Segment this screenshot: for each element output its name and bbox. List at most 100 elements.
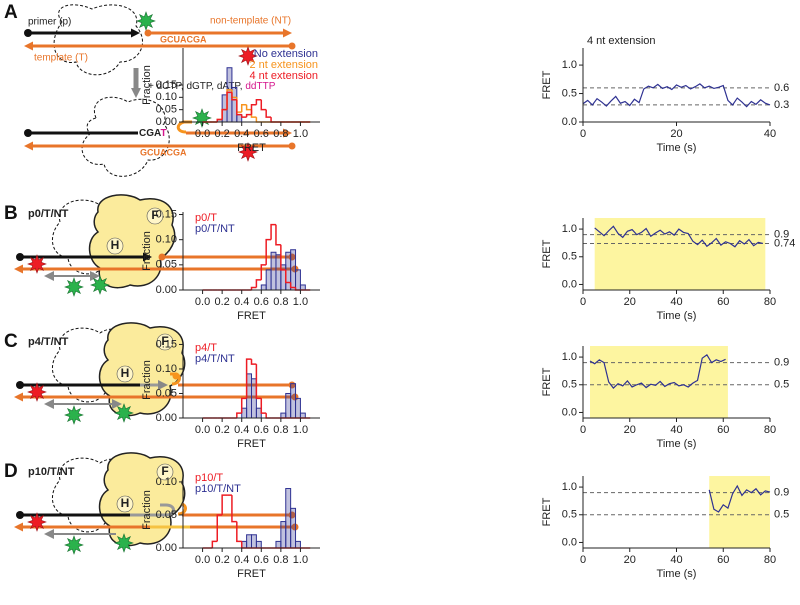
x-tick-label: 80 xyxy=(764,296,776,308)
bar xyxy=(265,269,272,291)
y-tick-label: 0.5 xyxy=(562,379,577,391)
histogram-step xyxy=(250,286,257,290)
y-tick-label: 1.0 xyxy=(562,59,577,71)
histogram-step xyxy=(250,359,257,365)
bar xyxy=(290,383,297,419)
domain-label: F xyxy=(161,464,168,478)
reference-label: 0.3 xyxy=(774,99,789,111)
panel-label: A xyxy=(4,2,18,23)
histogram-step xyxy=(245,113,252,118)
trace xyxy=(589,353,726,389)
schematic-b: B p0/T/NT F H xyxy=(4,194,299,297)
strand-end xyxy=(24,129,32,137)
strand-end xyxy=(16,511,24,519)
histogram-step xyxy=(221,494,228,515)
schematic-c: C p4/T/NT F H xyxy=(4,322,299,425)
x-tick-label: 0 xyxy=(580,554,586,566)
histogram-step xyxy=(280,244,286,271)
y-tick-label: 0.00 xyxy=(156,116,177,128)
x-tick-label: 1.0 xyxy=(293,128,308,140)
strand-end xyxy=(291,265,299,273)
histogram-step xyxy=(226,91,232,110)
x-tick-label: 0.4 xyxy=(234,296,249,308)
x-tick-label: 40 xyxy=(764,128,776,140)
histogram-step xyxy=(270,117,276,123)
sequence: GCUACGA xyxy=(160,34,207,44)
domain xyxy=(146,207,164,225)
y-axis-label: Fraction xyxy=(141,65,153,105)
x-axis-label: FRET xyxy=(237,310,266,322)
x-tick-label: 40 xyxy=(670,424,682,436)
construct-label: p0/T/NT xyxy=(28,208,69,220)
histogram-step xyxy=(260,99,267,111)
x-tick-label: 1.0 xyxy=(293,296,308,308)
y-tick-label: 0.5 xyxy=(562,87,577,99)
y-axis-label: FRET xyxy=(541,70,553,99)
donor-dye xyxy=(64,535,84,555)
y-tick-label: 0.10 xyxy=(156,234,177,246)
donor-dye xyxy=(114,533,134,553)
nucleotide-list: + dCTP, dGTP, dATP, xyxy=(148,81,243,92)
y-axis-label: Fraction xyxy=(141,360,153,400)
x-tick-label: 60 xyxy=(717,296,729,308)
histogram-step xyxy=(289,282,296,289)
bar xyxy=(290,507,297,549)
non-template-label: non-template (NT) xyxy=(210,16,291,27)
polymerase-outline xyxy=(53,4,143,76)
histogram-step xyxy=(236,99,242,116)
domain xyxy=(106,237,124,255)
y-tick-label: 0.0 xyxy=(562,116,577,128)
y-tick-label: 0.10 xyxy=(156,91,177,103)
strand-end xyxy=(24,29,32,37)
strand-end xyxy=(172,372,180,380)
donor-dye xyxy=(114,403,134,423)
strand-end xyxy=(291,523,299,531)
bar xyxy=(280,521,287,549)
trace xyxy=(594,225,764,248)
y-tick-label: 0.00 xyxy=(156,284,177,296)
x-tick-label: 0.2 xyxy=(214,128,229,140)
x-tick-label: 20 xyxy=(624,554,636,566)
histogram-step xyxy=(270,223,276,240)
acceptor-dye xyxy=(27,254,47,274)
x-tick-label: 1.0 xyxy=(293,424,308,436)
x-axis-label: Time (s) xyxy=(657,142,697,154)
legend-entry: p4/T xyxy=(195,342,217,354)
x-tick-label: 0.0 xyxy=(195,128,210,140)
y-tick-label: 0.0 xyxy=(562,278,577,290)
donor-dye xyxy=(90,275,110,295)
acceptor-dye xyxy=(27,382,47,402)
domain xyxy=(156,463,174,481)
incorporated: CGA xyxy=(139,128,161,139)
histogram-step xyxy=(255,364,262,400)
construct-label: p10/T/NT xyxy=(28,466,75,478)
x-tick-label: 0.4 xyxy=(234,554,249,566)
histogram-step xyxy=(231,495,237,523)
strand-end xyxy=(16,381,24,389)
histogram-step xyxy=(240,397,247,414)
reference-label: 0.9 xyxy=(774,229,789,241)
panel-label: C xyxy=(4,331,18,352)
x-tick-label: 0 xyxy=(580,424,586,436)
y-tick-label: 0.5 xyxy=(562,509,577,521)
donor-dye xyxy=(64,277,84,297)
schematic-d: D p10/T/NT F H xyxy=(4,452,299,555)
bar xyxy=(275,540,282,549)
histogram-step xyxy=(250,103,257,115)
x-tick-label: 0.8 xyxy=(273,424,288,436)
x-tick-label: 0.4 xyxy=(234,128,249,140)
donor-dye xyxy=(192,108,212,128)
strand-end xyxy=(288,142,296,150)
x-tick-label: 80 xyxy=(764,424,776,436)
legend-entry: 4 nt extension xyxy=(250,70,319,82)
domain-label: H xyxy=(121,496,130,510)
x-tick-label: 80 xyxy=(764,554,776,566)
legend-entry: 2 nt extension xyxy=(250,59,319,71)
x-tick-label: 0.2 xyxy=(214,554,229,566)
histogram-step xyxy=(265,238,272,265)
y-tick-label: 0.10 xyxy=(156,363,177,375)
x-tick-label: 40 xyxy=(670,554,682,566)
histogram-step xyxy=(245,358,252,399)
histogram-step xyxy=(216,514,223,542)
strand-hook xyxy=(176,120,192,134)
